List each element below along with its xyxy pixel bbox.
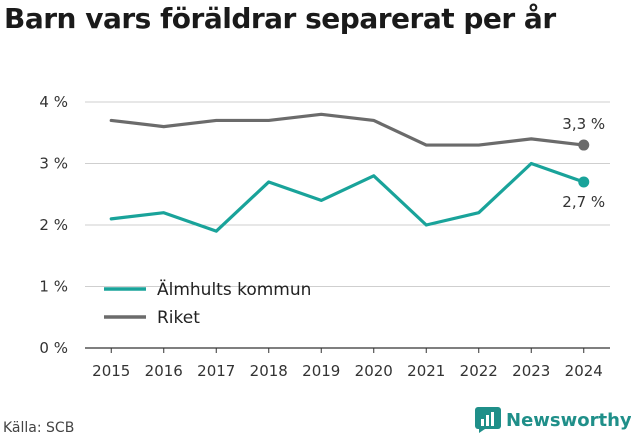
y-tick-label: 2 % (39, 216, 68, 234)
x-tick-label: 2020 (355, 362, 393, 380)
series-end-label: 3,3 % (562, 115, 605, 133)
brand-name: Newsworthy (506, 409, 631, 431)
grid (85, 101, 610, 349)
newsworthy-logo-icon (475, 407, 501, 433)
y-tick-label: 3 % (39, 155, 68, 173)
chart-title: Barn vars föräldrar separerat per år (4, 2, 556, 35)
legend-label: Älmhults kommun (157, 279, 311, 300)
x-tick-label: 2017 (197, 362, 235, 380)
y-tick-label: 4 % (39, 93, 68, 111)
x-tick-label: 2018 (250, 362, 288, 380)
series-line (109, 161, 586, 233)
x-tick-label: 2021 (407, 362, 445, 380)
x-tick-label: 2016 (145, 362, 183, 380)
series-end-label: 2,7 % (562, 193, 605, 211)
x-tick-label: 2019 (302, 362, 340, 380)
y-tick-label: 0 % (39, 339, 68, 357)
source-label: Källa: SCB (3, 420, 75, 436)
y-tick-label: 1 % (39, 278, 68, 296)
x-tick-label: 2015 (92, 362, 130, 380)
series-lines: 3,3 % 2,7 % (109, 112, 605, 233)
x-tick-label: 2022 (460, 362, 498, 380)
legend: Älmhults kommun Riket (104, 279, 311, 328)
legend-label: Riket (157, 308, 200, 328)
series-end-marker (578, 176, 590, 188)
y-axis: 0 % 1 % 2 % 3 % 4 % (39, 93, 68, 357)
x-tick-label: 2024 (565, 362, 603, 380)
x-tick-label: 2023 (512, 362, 550, 380)
series-end-marker (578, 139, 590, 151)
x-axis: 2015 2016 2017 2018 2019 2020 2021 2022 2023 2024 (92, 348, 603, 380)
series-line (109, 112, 586, 147)
brand-logo[interactable]: Newsworthy (475, 407, 631, 433)
